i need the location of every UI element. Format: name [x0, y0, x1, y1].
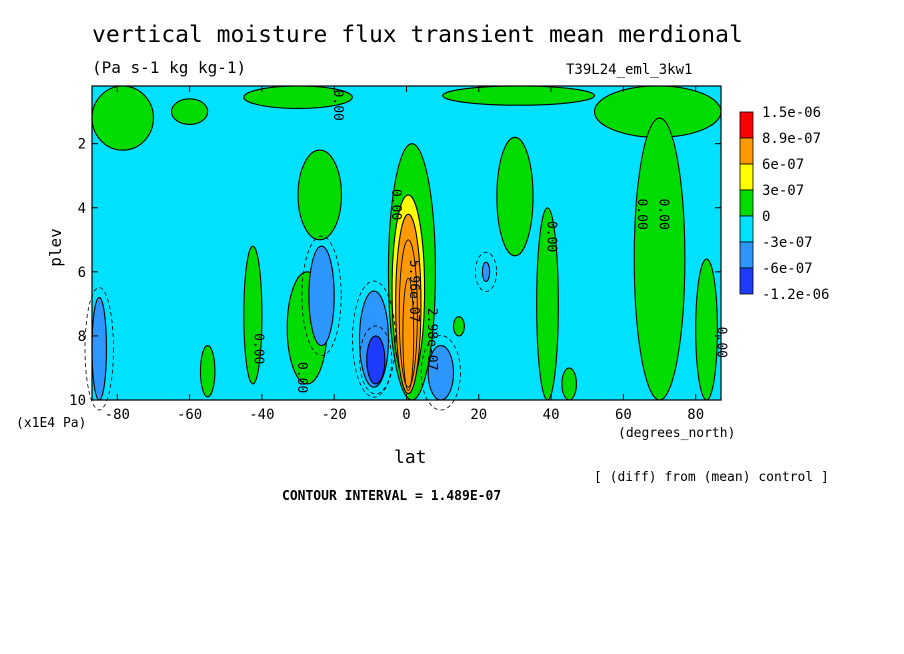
contour-label: 2.98e-07 [424, 308, 439, 371]
negative-contours [84, 235, 498, 411]
dashed-contour-23 [359, 325, 393, 395]
legend-label: -1.2e-06 [762, 287, 829, 303]
legend-label: 1.5e-06 [762, 105, 821, 121]
contour-label: 0.00 [388, 189, 403, 220]
contour-region-green-3 [91, 85, 155, 151]
y-tick-label: 10 [69, 393, 86, 409]
y-axis-units: (x1E4 Pa) [16, 416, 87, 431]
contour-label: 0.00 [330, 90, 345, 121]
x-tick-label: 80 [687, 407, 704, 423]
x-axis-units: (degrees_north) [618, 426, 736, 441]
legend-swatch [739, 267, 754, 295]
plume-inner-contour-0 [398, 239, 418, 388]
x-axis-ticks: -80 -60 -40 -20 0 20 40 60 80 [105, 86, 704, 423]
legend-swatch [739, 189, 754, 217]
contour-label: 0.00 [656, 199, 671, 230]
contour-region-green-11 [496, 136, 534, 257]
color-legend: 1.5e-06 8.9e-07 6e-07 3e-07 0 -3e-07 -6e-07 -1.… [739, 105, 829, 303]
contour-region-green-13 [561, 367, 577, 401]
contour-region-blue-22 [481, 261, 491, 282]
contour-regions [91, 85, 722, 401]
contour-region-green-9 [199, 344, 216, 398]
x-axis-label: lat [394, 447, 427, 468]
legend-swatch [739, 215, 754, 243]
dashed-contour-19 [352, 280, 396, 398]
y-tick-label: 4 [78, 201, 86, 217]
run-id-label: T39L24_eml_3kw1 [566, 62, 693, 78]
legend-label: 0 [762, 209, 770, 225]
x-tick-label: 40 [543, 407, 560, 423]
contour-region-green-10 [442, 85, 596, 106]
contour-region-green-15 [633, 117, 686, 401]
contour-region-darkblue-23 [366, 335, 386, 385]
legend-label: 3e-07 [762, 183, 804, 199]
x-tick-label: 60 [615, 407, 632, 423]
dashed-contour-21 [84, 287, 114, 411]
contour-region-green-6 [297, 149, 342, 241]
dashed-contour-22 [475, 251, 498, 292]
x-tick-label: -80 [105, 407, 130, 423]
contour-region-green-17 [452, 316, 465, 337]
x-tick-label: 0 [402, 407, 410, 423]
diff-note: [ (diff) from (mean) control ] [594, 470, 829, 485]
legend-label: 8.9e-07 [762, 131, 821, 147]
y-axis-ticks: 2 4 6 8 10 [69, 137, 721, 409]
x-tick-label: -60 [177, 407, 202, 423]
x-tick-label: -20 [322, 407, 347, 423]
legend-swatch [739, 111, 754, 139]
contour-region-green-4 [170, 98, 209, 125]
contour-label: 0.00 [543, 221, 558, 252]
dashed-contour-18 [301, 235, 342, 356]
contour-region-blue-21 [91, 296, 108, 401]
chart-title: vertical moisture flux transient mean me… [92, 22, 743, 48]
legend-swatch [739, 241, 754, 269]
y-tick-label: 6 [78, 265, 86, 281]
legend-label: -6e-07 [762, 261, 813, 277]
x-tick-label: 20 [470, 407, 487, 423]
legend-label: -3e-07 [762, 235, 813, 251]
contour-interval-label: CONTOUR INTERVAL = 1.489E-07 [282, 489, 502, 504]
contour-label: 0.00 [634, 199, 649, 230]
legend-swatch [739, 163, 754, 191]
contour-label: 5.96e-07 [406, 260, 421, 323]
contour-region-blue-18 [308, 245, 335, 347]
contour-region-green-7 [243, 245, 263, 385]
legend-swatch [739, 137, 754, 165]
contour-labels: 0.000.000.000.000.000.00 0.000.005.96e-07… [251, 90, 729, 394]
dashed-contour-20 [420, 335, 461, 411]
contour-label: 0.00 [294, 362, 309, 393]
y-tick-label: 8 [78, 329, 86, 345]
plume-inner-contour-1 [402, 277, 415, 391]
contour-label: 0.00 [251, 333, 266, 364]
x-tick-label: -40 [249, 407, 274, 423]
chart-subtitle-units: (Pa s-1 kg kg-1) [92, 58, 247, 77]
y-tick-label: 2 [78, 137, 86, 153]
legend-label: 6e-07 [762, 157, 804, 173]
